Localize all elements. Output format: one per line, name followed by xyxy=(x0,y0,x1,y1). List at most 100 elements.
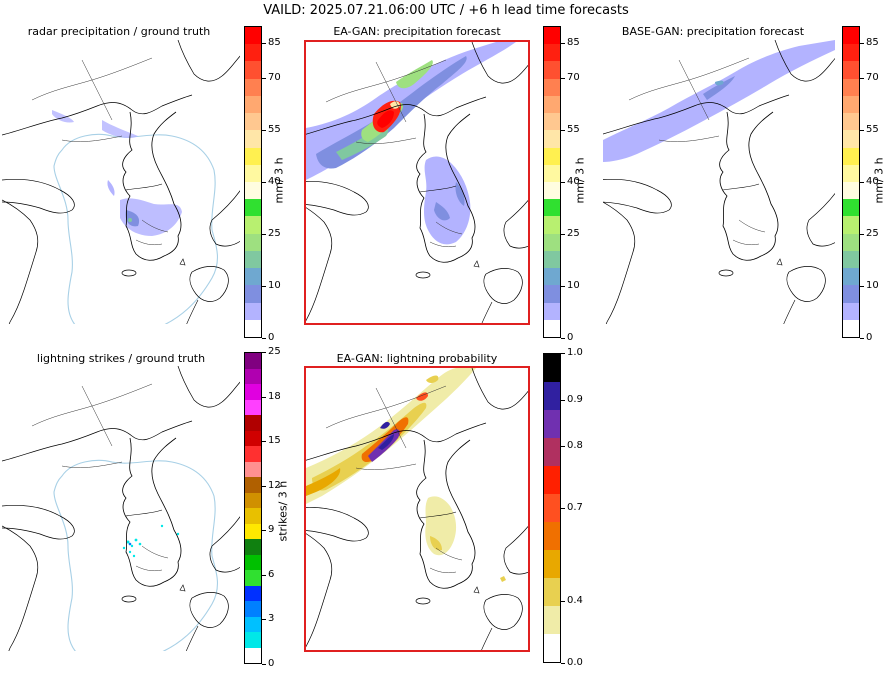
colorbar-segment xyxy=(245,301,261,320)
ea-lightning-panel-title: EA-GAN: lightning probability xyxy=(336,352,498,365)
ea-lightning-map xyxy=(304,366,530,652)
colorbar-tick-label: 9 xyxy=(268,524,275,536)
colorbar-segment xyxy=(544,267,560,286)
colorbar-tick-label: 55 xyxy=(268,123,281,135)
colorbar-tick-label: 0.9 xyxy=(567,393,583,405)
colorbar-tick-label: 12 xyxy=(268,479,281,491)
colorbar-tick-label: 40 xyxy=(268,176,281,187)
colorbar-segment xyxy=(843,43,859,62)
colorbar-tick-mark xyxy=(561,129,565,131)
colorbar-segment xyxy=(544,94,560,114)
colorbar-segment xyxy=(544,129,560,148)
lightning-count-colorbar xyxy=(244,352,262,664)
colorbar-tick-label: 0 xyxy=(866,332,873,343)
colorbar-segment xyxy=(245,507,261,524)
colorbar-tick-label: 40 xyxy=(866,176,879,187)
colorbar-tick-mark xyxy=(262,182,266,183)
colorbar-segment xyxy=(544,354,560,382)
colorbar-segment xyxy=(245,491,261,508)
colorbar-segment xyxy=(544,181,560,200)
colorbar-segment xyxy=(245,367,261,384)
colorbar-tick-label: 0.0 xyxy=(567,657,583,668)
base-precip-panel-title: BASE-GAN: precipitation forecast xyxy=(621,25,805,38)
colorbar-tick-mark xyxy=(860,78,864,79)
colorbar-segment xyxy=(544,77,560,96)
colorbar-segment xyxy=(245,522,261,539)
colorbar-tick-mark xyxy=(262,285,266,287)
colorbar-segment xyxy=(245,569,261,586)
colorbar-segment xyxy=(544,249,560,269)
colorbar-segment xyxy=(245,445,261,462)
colorbar-tick-mark xyxy=(262,441,266,443)
colorbar-tick-mark xyxy=(860,182,864,183)
lightning-truth-panel-title: lightning strikes / ground truth xyxy=(36,352,206,365)
colorbar-segment xyxy=(544,146,560,165)
colorbar-segment xyxy=(245,383,261,400)
colorbar-segment xyxy=(245,129,261,148)
colorbar-tick-label: 0.8 xyxy=(567,440,583,451)
colorbar-tick-mark xyxy=(262,485,266,487)
colorbar-segment xyxy=(544,112,560,131)
colorbar-tick-mark xyxy=(860,338,864,339)
colorbar-segment xyxy=(245,318,261,337)
colorbar-tick-mark xyxy=(262,396,266,398)
colorbar-tick-label: 85 xyxy=(866,37,879,49)
colorbar-tick-mark xyxy=(860,234,864,235)
figure-title: VAILD: 2025.07.21.06:00 UTC / +6 h lead … xyxy=(263,3,629,18)
colorbar-tick-mark xyxy=(860,43,864,45)
colorbar-segment xyxy=(245,460,261,477)
colorbar-segment xyxy=(544,633,560,662)
colorbar-segment xyxy=(544,521,560,550)
colorbar-segment xyxy=(843,112,859,131)
colorbar-tick-mark xyxy=(561,285,565,287)
colorbar-tick-mark xyxy=(561,234,565,235)
ea-precip-map xyxy=(304,40,530,325)
colorbar-tick-label: 0 xyxy=(567,332,574,343)
colorbar-tick-label: 10 xyxy=(268,279,281,291)
colorbar-segment xyxy=(544,163,560,182)
colorbar-segment xyxy=(544,198,560,217)
colorbar-segment xyxy=(843,60,859,79)
colorbar-tick-mark xyxy=(262,234,266,235)
colorbar-segment xyxy=(843,232,859,251)
colorbar-segment xyxy=(843,181,859,200)
colorbar-segment xyxy=(245,429,261,446)
colorbar-segment xyxy=(245,60,261,79)
colorbar-tick-mark xyxy=(561,353,565,354)
colorbar-segment xyxy=(544,318,560,337)
colorbar-segment xyxy=(544,232,560,251)
colorbar-tick-label: 25 xyxy=(268,346,281,357)
colorbar-tick-label: 70 xyxy=(268,72,281,83)
colorbar-tick-mark xyxy=(561,446,565,447)
colorbar-segment xyxy=(245,267,261,286)
precip-colorbar-2 xyxy=(543,26,561,338)
colorbar-segment xyxy=(544,493,560,522)
colorbar-segment xyxy=(843,163,859,182)
colorbar-tick-label: 85 xyxy=(567,37,580,49)
ea-precip-panel-title: EA-GAN: precipitation forecast xyxy=(333,25,501,38)
colorbar-tick-mark xyxy=(561,43,565,45)
colorbar-tick-label: 40 xyxy=(567,176,580,187)
colorbar-tick-label: 55 xyxy=(567,123,580,135)
base-precip-map xyxy=(603,40,835,324)
colorbar-segment xyxy=(843,146,859,165)
colorbar-tick-mark xyxy=(561,601,565,602)
colorbar-segment xyxy=(245,600,261,617)
colorbar-segment xyxy=(245,77,261,96)
colorbar-segment xyxy=(544,549,560,578)
colorbar-segment xyxy=(245,615,261,632)
colorbar-segment xyxy=(544,577,560,606)
colorbar-segment xyxy=(843,318,859,337)
colorbar-segment xyxy=(544,465,560,494)
colorbar-tick-mark xyxy=(262,664,266,665)
colorbar-tick-mark xyxy=(262,43,266,45)
colorbar-segment xyxy=(843,77,859,96)
colorbar-segment xyxy=(843,267,859,286)
colorbar-tick-label: 55 xyxy=(866,123,879,135)
colorbar-segment xyxy=(843,215,859,234)
colorbar-tick-label: 0 xyxy=(268,658,275,669)
colorbar-segment xyxy=(245,198,261,217)
colorbar-segment xyxy=(843,129,859,148)
colorbar-segment xyxy=(245,584,261,601)
colorbar-tick-mark xyxy=(262,78,266,79)
